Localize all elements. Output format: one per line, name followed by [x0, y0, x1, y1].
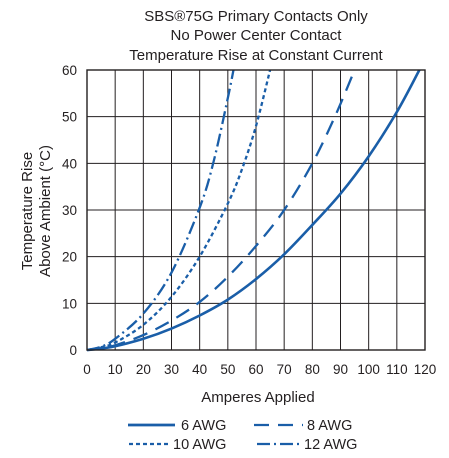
series-lines: [86, 69, 421, 352]
y-tick-label: 0: [69, 343, 77, 358]
x-tick-label: 120: [414, 362, 437, 377]
x-tick-label: 40: [192, 362, 207, 377]
y-axis-label-line-2: Above Ambient (°C): [37, 145, 54, 277]
title-line-1: SBS®75G Primary Contacts Only: [144, 8, 368, 25]
legend-label-12-awg: 12 AWG: [304, 437, 357, 453]
y-axis-label-line-1: Temperature Rise: [19, 152, 36, 270]
legend-label-10-awg: 10 AWG: [173, 437, 226, 453]
x-tick-label: 100: [357, 362, 380, 377]
y-tick-label: 40: [62, 156, 77, 171]
x-tick-label: 70: [277, 362, 292, 377]
legend-label-8-awg: 8 AWG: [307, 418, 352, 434]
y-tick-label: 60: [62, 63, 77, 78]
x-tick-label: 60: [248, 362, 263, 377]
chart-title: SBS®75G Primary Contacts Only No Power C…: [129, 8, 383, 64]
title-line-3: Temperature Rise at Constant Current: [129, 47, 383, 64]
plot-frame: [86, 69, 426, 351]
x-tick-label: 80: [305, 362, 320, 377]
y-tick-label: 20: [62, 250, 77, 265]
y-tick-labels: 0 10 20 30 40 50 60: [62, 63, 77, 358]
x-tick-labels: 0 10 20 30 40 50 60 70 80 90 100 110 120: [83, 362, 436, 377]
x-tick-label: 90: [333, 362, 348, 377]
series-line-8-awg: [86, 69, 356, 352]
y-tick-label: 30: [62, 203, 77, 218]
y-tick-label: 50: [62, 110, 77, 125]
legend-label-6-awg: 6 AWG: [181, 418, 226, 434]
y-tick-label: 10: [62, 296, 77, 311]
x-tick-label: 20: [136, 362, 151, 377]
x-tick-label: 50: [220, 362, 235, 377]
grid: [86, 69, 426, 351]
x-tick-label: 0: [83, 362, 91, 377]
legend: 6 AWG 8 AWG 10 AWG 12 AWG: [128, 418, 357, 453]
x-tick-label: 10: [108, 362, 123, 377]
series-line-12-awg: [86, 69, 235, 352]
x-axis-label: Amperes Applied: [201, 389, 314, 406]
title-line-2: No Power Center Contact: [171, 27, 343, 44]
x-tick-label: 110: [386, 362, 408, 377]
x-tick-label: 30: [164, 362, 179, 377]
